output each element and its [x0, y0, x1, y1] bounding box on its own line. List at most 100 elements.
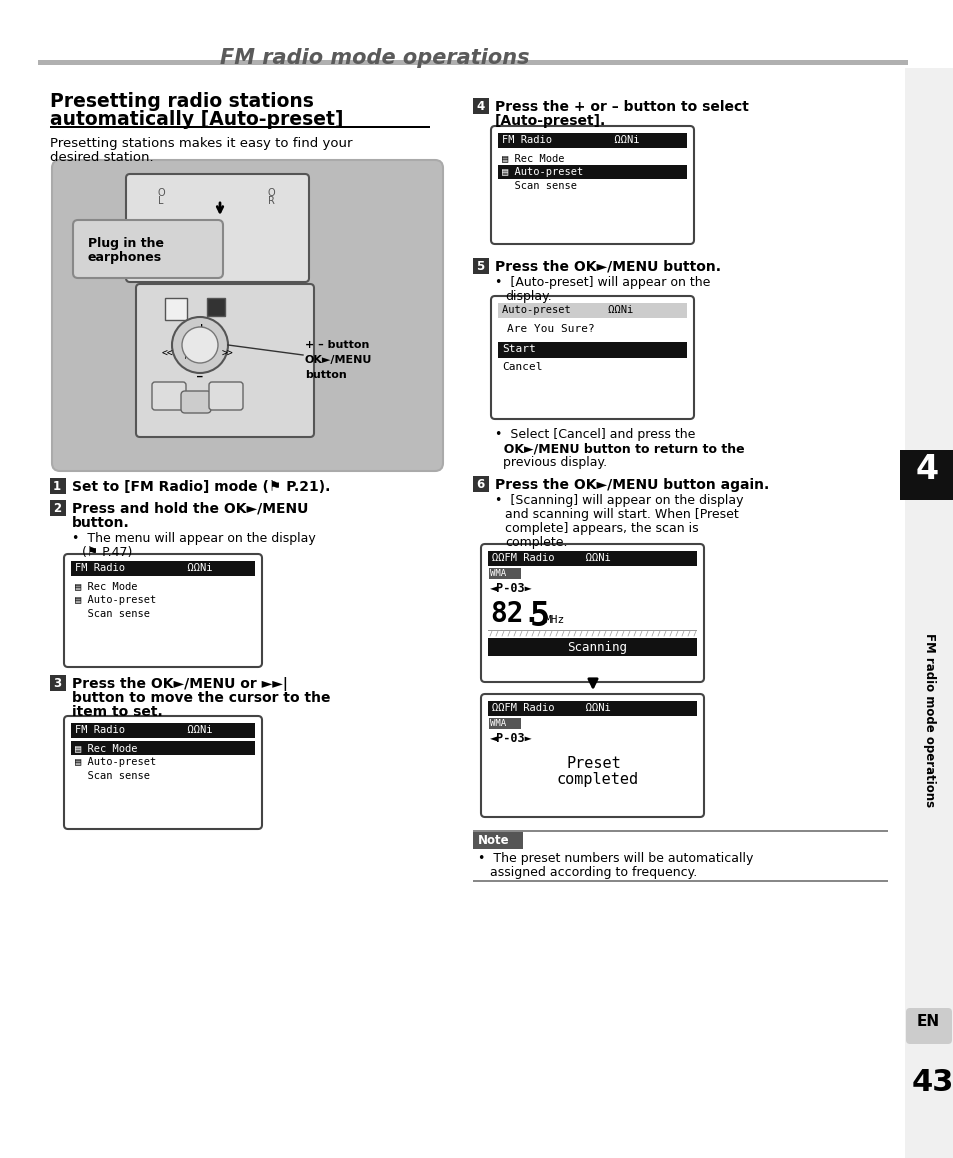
Text: <<: <<	[162, 349, 173, 359]
Text: ▤ Auto-preset: ▤ Auto-preset	[501, 167, 582, 177]
Text: Press the OK►/MENU button.: Press the OK►/MENU button.	[495, 261, 720, 274]
Bar	[497, 133, 686, 148]
Text: 6: 6	[476, 478, 484, 491]
Text: WMA: WMA	[490, 569, 506, 578]
Text: (⚑ P.47): (⚑ P.47)	[82, 547, 132, 559]
Text: •  [Scanning] will appear on the display: • [Scanning] will appear on the display	[495, 494, 742, 507]
Circle shape	[172, 317, 228, 373]
Text: Scanning: Scanning	[566, 642, 626, 654]
FancyBboxPatch shape	[480, 694, 703, 818]
FancyBboxPatch shape	[480, 544, 703, 682]
Text: Scan sense: Scan sense	[501, 181, 577, 191]
Text: Scan sense: Scan sense	[75, 609, 150, 620]
Text: FM radio mode operations: FM radio mode operations	[923, 633, 936, 807]
Text: ▤ Rec Mode: ▤ Rec Mode	[501, 153, 564, 163]
FancyBboxPatch shape	[491, 296, 693, 419]
Bar	[473, 831, 522, 849]
Bar	[71, 723, 254, 738]
Text: assigned according to frequency.: assigned according to frequency.	[490, 866, 697, 879]
Text: Scan sense: Scan sense	[75, 771, 150, 780]
Text: FM Radio          ΩΩNi: FM Radio ΩΩNi	[75, 725, 213, 735]
Text: 5: 5	[476, 261, 484, 273]
Text: WMA: WMA	[490, 719, 506, 728]
Text: Note: Note	[477, 834, 509, 846]
Text: automatically [Auto-preset]: automatically [Auto-preset]	[50, 110, 343, 129]
Text: ◄P-03►: ◄P-03►	[490, 732, 532, 745]
Bar	[497, 164, 686, 179]
Text: Are You Sure?: Are You Sure?	[506, 324, 594, 334]
Text: Press and hold the OK►/MENU: Press and hold the OK►/MENU	[71, 503, 308, 516]
Bar	[165, 298, 187, 320]
Text: ▤ Auto-preset: ▤ Auto-preset	[75, 595, 156, 604]
FancyBboxPatch shape	[209, 382, 243, 410]
Text: ΩΩFM Radio     ΩΩNi: ΩΩFM Radio ΩΩNi	[492, 554, 610, 563]
Text: EN: EN	[916, 1014, 939, 1029]
Text: •  The preset numbers will be automatically: • The preset numbers will be automatical…	[477, 852, 753, 865]
Text: +: +	[196, 323, 206, 334]
Bar	[899, 450, 953, 500]
Text: Press the OK►/MENU button again.: Press the OK►/MENU button again.	[495, 478, 768, 492]
FancyBboxPatch shape	[905, 1007, 951, 1045]
Text: item to set.: item to set.	[71, 705, 163, 719]
Bar	[497, 342, 686, 358]
FancyBboxPatch shape	[64, 716, 262, 829]
Text: and scanning will start. When [Preset: and scanning will start. When [Preset	[504, 508, 738, 521]
Bar	[50, 478, 66, 494]
Bar	[489, 718, 520, 730]
Bar	[904, 68, 953, 1158]
Text: Presetting stations makes it easy to find your: Presetting stations makes it easy to fin…	[50, 137, 352, 151]
Text: ΩΩFM Radio     ΩΩNi: ΩΩFM Radio ΩΩNi	[492, 703, 610, 713]
Bar	[473, 880, 887, 881]
Text: complete.: complete.	[504, 536, 567, 549]
Bar	[488, 551, 697, 566]
Text: previous display.: previous display.	[495, 456, 606, 469]
Text: complete] appears, the scan is: complete] appears, the scan is	[504, 522, 698, 535]
Text: Cancel: Cancel	[501, 362, 542, 372]
Circle shape	[182, 327, 218, 362]
Text: display.: display.	[504, 290, 551, 303]
FancyBboxPatch shape	[73, 220, 223, 278]
Bar	[50, 675, 66, 691]
Text: + – button: + – button	[305, 340, 369, 350]
Text: ◄P-03►: ◄P-03►	[490, 582, 532, 595]
Text: FM Radio          ΩΩNi: FM Radio ΩΩNi	[75, 563, 213, 573]
Text: earphones: earphones	[88, 251, 162, 264]
Text: MHz: MHz	[544, 615, 565, 625]
Text: ▤ Auto-preset: ▤ Auto-preset	[75, 757, 156, 767]
Text: button: button	[305, 371, 346, 380]
Text: completed: completed	[557, 772, 639, 787]
Bar	[50, 500, 66, 516]
Text: FM Radio          ΩΩNi: FM Radio ΩΩNi	[501, 135, 639, 145]
Text: L: L	[158, 196, 163, 206]
Bar	[473, 98, 489, 113]
Text: Press the + or – button to select: Press the + or – button to select	[495, 100, 748, 113]
Bar	[473, 476, 489, 492]
Bar	[488, 701, 697, 716]
Text: _: _	[196, 367, 202, 378]
Text: Press the OK►/MENU or ►►|: Press the OK►/MENU or ►►|	[71, 677, 288, 691]
Text: button to move the cursor to the: button to move the cursor to the	[71, 691, 330, 705]
FancyBboxPatch shape	[152, 382, 186, 410]
Text: Auto-preset      ΩΩNi: Auto-preset ΩΩNi	[501, 305, 633, 315]
FancyBboxPatch shape	[126, 174, 309, 283]
Bar	[473, 830, 887, 831]
Text: desired station.: desired station.	[50, 151, 153, 164]
Bar	[38, 60, 907, 65]
Bar	[71, 560, 254, 576]
FancyBboxPatch shape	[181, 391, 211, 413]
Text: OK►/MENU: OK►/MENU	[305, 356, 372, 365]
Bar	[473, 258, 489, 274]
Text: 5: 5	[530, 600, 550, 633]
Text: >OK
MENU: >OK MENU	[184, 347, 201, 360]
Text: 4: 4	[915, 453, 938, 486]
Text: 3: 3	[53, 677, 61, 690]
FancyBboxPatch shape	[64, 554, 262, 667]
FancyBboxPatch shape	[136, 284, 314, 437]
Text: [Auto-preset].: [Auto-preset].	[495, 113, 605, 129]
Text: >>: >>	[222, 349, 233, 359]
Bar	[488, 638, 697, 655]
Text: •  [Auto-preset] will appear on the: • [Auto-preset] will appear on the	[495, 276, 710, 290]
Text: Start: Start	[501, 344, 536, 354]
Bar	[497, 303, 686, 318]
Text: FM radio mode operations: FM radio mode operations	[220, 47, 530, 68]
